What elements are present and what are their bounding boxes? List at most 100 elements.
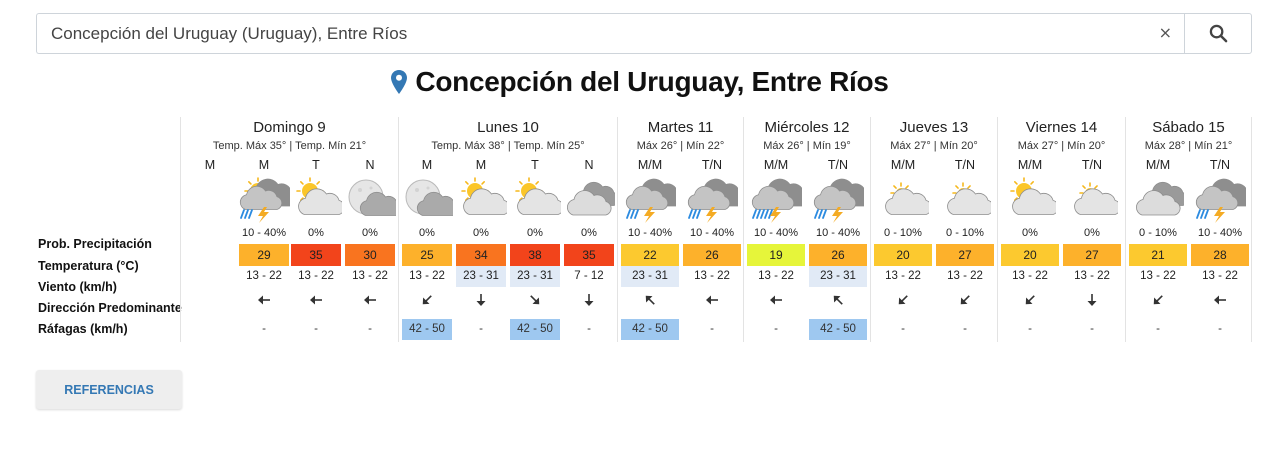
temperature-cell: 35 (564, 244, 614, 266)
day-name: Lunes 10 (477, 119, 539, 136)
wind-cell: 13 - 22 (1074, 270, 1110, 282)
forecast-period: T/N 0% 27 13 - 22 - (1061, 117, 1123, 342)
row-label-temp: Temperatura (°C) (38, 259, 139, 273)
search-bar: × (36, 13, 1252, 54)
precip-probability: 0 - 10% (946, 227, 984, 239)
period-label: T/N (701, 158, 723, 172)
temperature-cell: 34 (456, 244, 506, 266)
period-label: T/N (827, 158, 849, 172)
cloud-storm-sun-icon (239, 177, 290, 223)
temperature-cell: 29 (239, 244, 289, 266)
forecast-period: N 0% 30 13 - 22 - (343, 117, 397, 342)
clear-icon[interactable]: × (1158, 23, 1172, 42)
temperature-cell: 28 (1191, 244, 1249, 266)
day-name: Miércoles 12 (764, 119, 850, 136)
gust-cell: - (1028, 323, 1032, 335)
day-temp-range: Máx 26° | Mín 19° (763, 140, 851, 152)
precip-probability: 0% (473, 227, 489, 239)
period-label: M/M (637, 158, 663, 172)
period-label: T/N (1209, 158, 1231, 172)
precip-probability: 10 - 40% (815, 227, 861, 239)
temperature-cell: 38 (510, 244, 560, 266)
day-name: Domingo 9 (253, 119, 326, 136)
row-label-dir: Dirección Predominante (38, 301, 182, 315)
precip-probability: 10 - 40% (689, 227, 735, 239)
day-temp-range: Máx 26° | Mín 22° (636, 140, 725, 152)
temperature-cell: 27 (936, 244, 994, 266)
wind-direction-arrow-icon (1214, 295, 1226, 305)
forecast-period: T 0% 35 13 - 22 - (289, 117, 343, 342)
precip-probability: 0% (1084, 227, 1100, 239)
gust-cell: 42 - 50 (621, 319, 679, 340)
wind-direction-arrow-icon (960, 295, 970, 305)
references-button[interactable]: REFERENCIAS (36, 370, 182, 409)
day-temp-range: Temp. Máx 38° | Temp. Mín 25° (431, 140, 585, 152)
day-name: Sábado 15 (1152, 119, 1225, 136)
row-label-precip: Prob. Precipitación (38, 237, 152, 251)
wind-cell: 23 - 31 (510, 266, 560, 287)
gust-cell: - (479, 323, 483, 335)
period-label: T (312, 158, 320, 172)
cloud-sun-small-icon (947, 182, 991, 215)
gust-cell: 42 - 50 (809, 319, 867, 340)
search-button[interactable] (1184, 13, 1252, 54)
wind-cell: 23 - 31 (456, 266, 506, 287)
search-input[interactable] (36, 13, 1184, 54)
wind-direction-arrow-icon (770, 295, 782, 305)
gust-cell: - (1090, 323, 1094, 335)
cloud-storm-heavy-icon (751, 178, 802, 223)
period-label: M/M (1145, 158, 1171, 172)
gust-cell: 42 - 50 (510, 319, 560, 340)
period-label: M/M (1017, 158, 1043, 172)
day-column: Jueves 13 Máx 27° | Mín 20° M/M 0 - 10% 20 13… (870, 117, 997, 342)
precip-probability: 0% (527, 227, 543, 239)
forecast-period: T/N 0 - 10% 27 13 - 22 - (934, 117, 996, 342)
forecast-period: M/M 0% 20 13 - 22 - (999, 117, 1061, 342)
forecast-period: M/M 10 - 40% 19 13 - 22 - (745, 117, 807, 342)
wind-cell: 13 - 22 (246, 270, 282, 282)
forecast-period: T/N 10 - 40% 26 13 - 22 - (681, 117, 743, 342)
cloud-sun-small-icon (1074, 182, 1118, 215)
wind-direction-arrow-icon (898, 295, 908, 305)
gust-cell: - (774, 323, 778, 335)
precip-probability: 0 - 10% (884, 227, 922, 239)
precip-probability: 0% (1022, 227, 1038, 239)
wind-cell: 23 - 31 (809, 266, 867, 287)
wind-cell: 13 - 22 (947, 270, 983, 282)
period-label: N (365, 158, 375, 172)
row-label-gust: Ráfagas (km/h) (38, 322, 128, 336)
precip-probability: 0 - 10% (1139, 227, 1177, 239)
period-label: M (421, 158, 433, 172)
forecast-period: M 10 - 40% 29 13 - 22 - (237, 117, 291, 342)
forecast-period: M 0% 34 23 - 31 - (454, 117, 508, 342)
temperature-cell: 20 (874, 244, 932, 266)
precip-probability: 0% (581, 227, 597, 239)
precip-probability: 10 - 40% (1197, 227, 1243, 239)
precip-probability: 0% (419, 227, 435, 239)
day-column: Miércoles 12 Máx 26° | Mín 19° M/M 10 - 40%… (743, 117, 870, 342)
wind-direction-arrow-icon (645, 295, 655, 305)
wind-direction-arrow-icon (258, 295, 270, 305)
gust-cell: - (262, 323, 266, 335)
wind-cell: 7 - 12 (574, 270, 604, 282)
forecast-period: M/M 0 - 10% 21 13 - 22 - (1127, 117, 1189, 342)
cloud-sun-icon (515, 177, 561, 215)
wind-direction-arrow-icon (364, 295, 376, 305)
gust-cell: - (901, 323, 905, 335)
gust-cell: 42 - 50 (402, 319, 452, 340)
location-pin-icon (391, 70, 408, 94)
period-label: M (475, 158, 487, 172)
row-label-wind: Viento (km/h) (38, 280, 117, 294)
period-label: N (584, 158, 594, 172)
day-column: Martes 11 Máx 26° | Mín 22° M/M 10 - 40% 22 2… (617, 117, 743, 342)
gust-cell: - (314, 323, 318, 335)
gust-cell: - (710, 323, 714, 335)
wind-cell: 13 - 22 (758, 270, 794, 282)
page-title-wrap: Concepción del Uruguay, Entre Ríos (0, 66, 1280, 98)
cloud-storm-icon (1195, 178, 1246, 223)
wind-cell: 13 - 22 (352, 270, 388, 282)
temperature-cell: 30 (345, 244, 395, 266)
day-column: Viernes 14 Máx 27° | Mín 20° M/M 0% 20 13 - 2… (997, 117, 1125, 342)
wind-direction-arrow-icon (310, 295, 322, 305)
wind-cell: 13 - 22 (1140, 270, 1176, 282)
